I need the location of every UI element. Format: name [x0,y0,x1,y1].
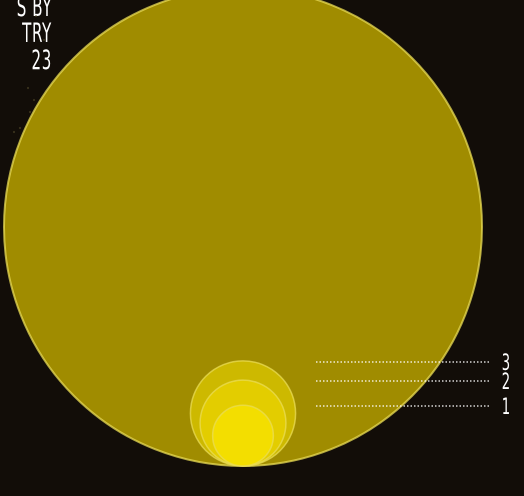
value-label-3: 3 [502,351,510,376]
texture-dot [32,98,36,102]
bubble-group [3,0,483,467]
texture-dot [18,126,22,130]
chart-title-line-2: TRY [22,18,52,49]
chart-title-line-3: 23 [31,45,52,76]
value-label-group: 62 321 [498,0,515,420]
texture-dot [34,14,38,18]
bubble-1 [211,404,275,467]
texture-dot [12,130,16,134]
texture-dot [28,110,32,114]
texture-dot [42,38,46,42]
chart-title-line-1: S BY [16,0,52,23]
value-label-1: 1 [502,395,510,420]
texture-dot [26,86,30,90]
leader-line-group [316,361,490,407]
value-label-62: 62 [498,0,515,3]
value-label-2: 2 [502,370,510,395]
